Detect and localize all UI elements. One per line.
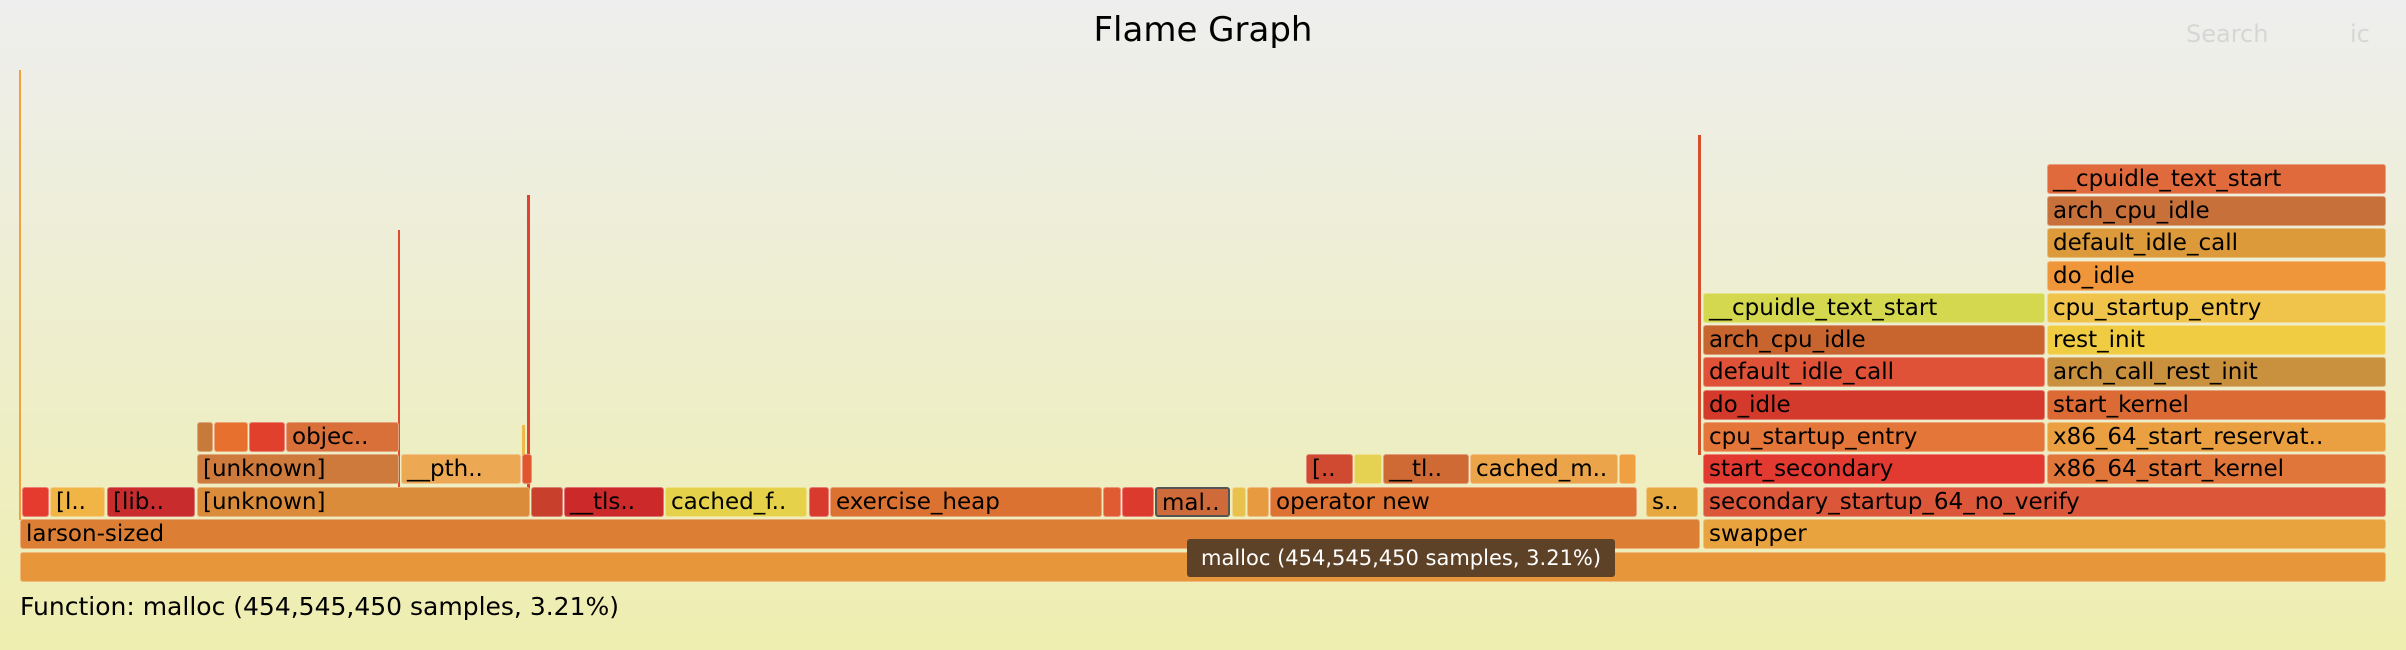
frame-arch-call-rest-init[interactable]: arch_call_rest_init xyxy=(2047,357,2386,387)
frame-malloc[interactable]: mal.. xyxy=(1155,487,1230,517)
frame-swapper[interactable]: swapper xyxy=(1703,519,2386,549)
frame-cached-m[interactable]: cached_m.. xyxy=(1470,454,1618,484)
frame-do-idle[interactable]: do_idle xyxy=(1703,390,2045,420)
frame-do-idle[interactable]: do_idle xyxy=(2047,261,2386,291)
frame-arch-cpu-idle[interactable]: arch_cpu_idle xyxy=(2047,196,2386,226)
flame-graph-stacks xyxy=(19,70,1701,520)
frame-default-idle-call[interactable]: default_idle_call xyxy=(1703,357,2045,387)
frame-unlabeled[interactable] xyxy=(22,487,49,517)
frame-unlabeled[interactable] xyxy=(214,422,248,452)
frame-unlabeled[interactable] xyxy=(197,422,213,452)
frame-unlabeled[interactable] xyxy=(522,454,532,484)
frame-unlabeled[interactable] xyxy=(1247,487,1269,517)
frame-cpuidle-text-start[interactable]: __cpuidle_text_start xyxy=(1703,293,2045,323)
frame-x86-64-start-reservations[interactable]: x86_64_start_reservat.. xyxy=(2047,422,2386,452)
thin-stack-frame[interactable] xyxy=(522,425,525,455)
details-bar: Function: malloc (454,545,450 samples, 3… xyxy=(20,592,619,621)
frame-pth[interactable]: __pth.. xyxy=(401,454,521,484)
frame-unlabeled[interactable] xyxy=(1354,454,1382,484)
frame-cpuidle-text-start[interactable]: __cpuidle_text_start xyxy=(2047,164,2386,194)
frame-exercise-heap[interactable]: exercise_heap xyxy=(830,487,1102,517)
frame-s[interactable]: s.. xyxy=(1646,487,1698,517)
frame-unlabeled[interactable] xyxy=(1232,487,1246,517)
frame-lib[interactable]: [lib.. xyxy=(107,487,195,517)
thin-stack-frame[interactable] xyxy=(19,70,21,520)
frame-tl[interactable]: __tl.. xyxy=(1383,454,1469,484)
frame-x86-64-start-kernel[interactable]: x86_64_start_kernel xyxy=(2047,454,2386,484)
frame-unlabeled[interactable] xyxy=(531,487,563,517)
frame-tooltip: malloc (454,545,450 samples, 3.21%) xyxy=(1187,539,1616,577)
frame-unknown[interactable]: [unknown] xyxy=(197,454,399,484)
thin-stack-frame[interactable] xyxy=(1698,135,1701,455)
frame-arch-cpu-idle[interactable]: arch_cpu_idle xyxy=(1703,325,2045,355)
page-title: Flame Graph xyxy=(1093,10,1313,50)
ignore-case-toggle[interactable]: ic xyxy=(2350,20,2370,48)
frame-start-kernel[interactable]: start_kernel xyxy=(2047,390,2386,420)
frame-unlabeled[interactable] xyxy=(249,422,285,452)
frame-cpu-startup-entry[interactable]: cpu_startup_entry xyxy=(1703,422,2045,452)
search-button[interactable]: Search xyxy=(2186,20,2269,48)
frame-l[interactable]: [l.. xyxy=(50,487,105,517)
frame-unlabeled[interactable] xyxy=(1122,487,1154,517)
frame-rest-init[interactable]: rest_init xyxy=(2047,325,2386,355)
frame-unlabeled[interactable] xyxy=(809,487,829,517)
frame-unlabeled[interactable] xyxy=(1619,454,1636,484)
frame-cpu-startup-entry[interactable]: cpu_startup_entry xyxy=(2047,293,2386,323)
frame-objec[interactable]: objec.. xyxy=(286,422,399,452)
frame-default-idle-call[interactable]: default_idle_call xyxy=(2047,228,2386,258)
frame-unknown[interactable]: [unknown] xyxy=(197,487,530,517)
frame-unlabeled[interactable] xyxy=(1103,487,1121,517)
frame-cached-f[interactable]: cached_f.. xyxy=(665,487,807,517)
thin-stack-frame[interactable] xyxy=(398,230,400,490)
frame-operator-new[interactable]: operator new xyxy=(1270,487,1637,517)
frame-secondary-startup-64-no-verify[interactable]: secondary_startup_64_no_verify xyxy=(1703,487,2386,517)
frame-tls[interactable]: __tls.. xyxy=(564,487,664,517)
frame-bracket[interactable]: [.. xyxy=(1306,454,1353,484)
thin-stack-frame[interactable] xyxy=(527,195,530,490)
frame-start-secondary[interactable]: start_secondary xyxy=(1703,454,2045,484)
